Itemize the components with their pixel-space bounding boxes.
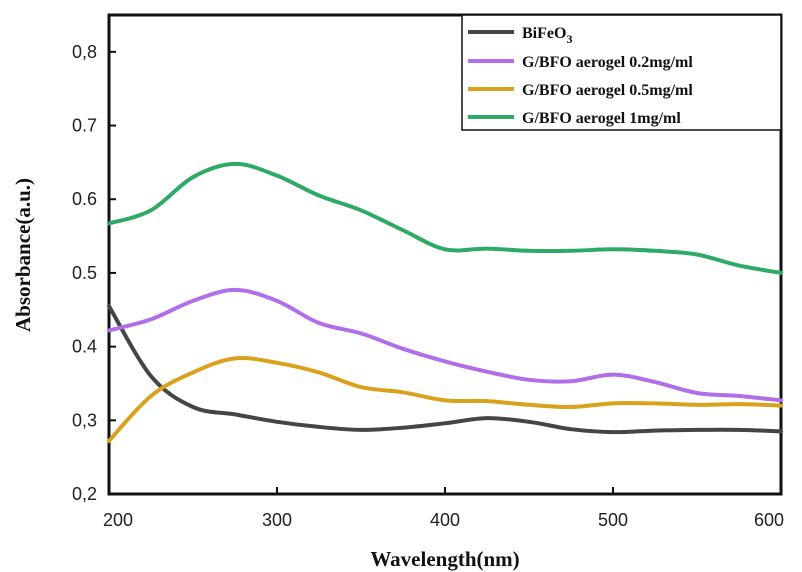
y-tick-label: 0,3 [72, 410, 97, 430]
legend-label-text: G/BFO aerogel 1mg/ml [522, 110, 681, 127]
series-line-4 [107, 161, 783, 275]
x-axis: 200 300 400 500 600 [103, 487, 784, 530]
x-tick-label: 600 [754, 510, 784, 530]
y-tick-label: 0,8 [72, 42, 97, 62]
series-line-1 [107, 304, 783, 435]
legend-label: G/BFO aerogel 1mg/ml [522, 110, 681, 127]
x-tick-label: 300 [262, 510, 292, 530]
y-tick-label: 0.4 [72, 337, 97, 357]
legend: BiFeO3 G/BFO aerogel 0.2mg/ml G/BFO aeroge… [461, 14, 782, 131]
y-tick-label: 0.5 [72, 263, 97, 283]
x-axis-title: Wavelength(nm) [370, 547, 519, 571]
legend-label-subscript: 3 [566, 32, 572, 46]
series-line-3 [107, 356, 783, 443]
y-axis: 0,2 0,3 0.4 0.5 0.6 0.7 0,8 [72, 42, 116, 504]
y-tick-label: 0.7 [72, 116, 97, 136]
legend-label-text: BiFeO [522, 25, 566, 42]
legend-label: BiFeO3 [522, 25, 572, 46]
legend-label-text: G/BFO aerogel 0.5mg/ml [522, 82, 693, 99]
x-tick-label: 500 [598, 510, 628, 530]
y-tick-label: 0.6 [72, 189, 97, 209]
x-tick-label: 400 [430, 510, 460, 530]
legend-box [461, 14, 782, 131]
y-tick-label: 0,2 [72, 484, 97, 504]
x-tick-label: 200 [103, 510, 133, 530]
plot-lines [107, 161, 783, 443]
legend-label-text: G/BFO aerogel 0.2mg/ml [522, 54, 693, 71]
legend-label: G/BFO aerogel 0.5mg/ml [522, 82, 693, 99]
y-axis-title: Absorbance(a.u.) [11, 178, 35, 332]
series-line-2 [107, 287, 783, 403]
legend-label: G/BFO aerogel 0.2mg/ml [522, 54, 693, 71]
